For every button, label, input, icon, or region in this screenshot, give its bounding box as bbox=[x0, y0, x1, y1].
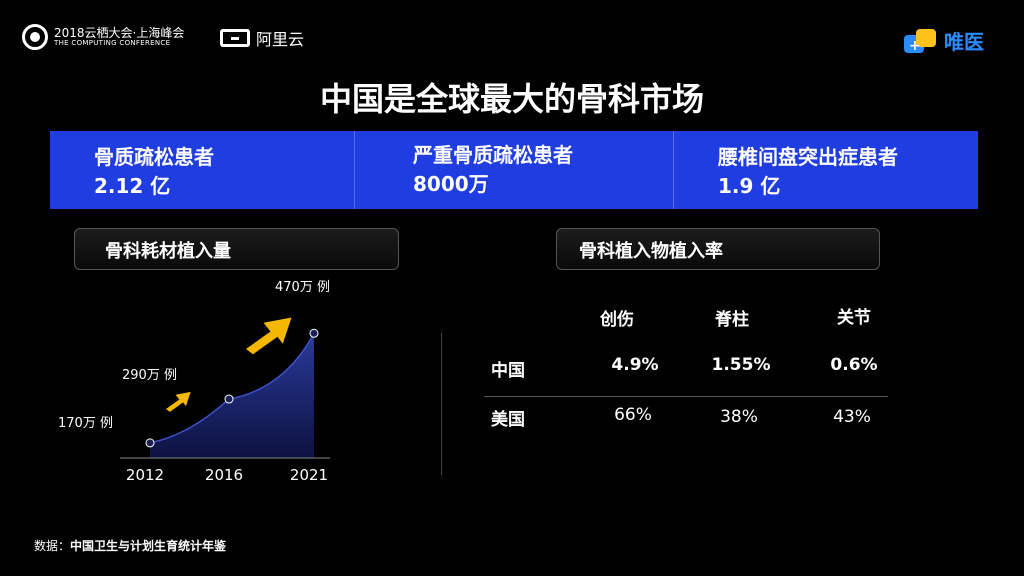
x-tick-label: 2021 bbox=[290, 466, 328, 484]
aliyun-logo-icon bbox=[220, 29, 250, 47]
data-point bbox=[224, 394, 234, 404]
row-header: 中国 bbox=[491, 361, 525, 381]
x-tick-label: 2012 bbox=[126, 466, 164, 484]
table-cell: 38% bbox=[720, 407, 758, 427]
implant-volume-chart: 2012 2016 2021 170万 例 290万 例 470万 例 bbox=[58, 280, 330, 484]
conference-logo: 2018云栖大会·上海峰会 THE COMPUTING CONFERENCE bbox=[22, 24, 184, 50]
weiyi-logo-text: 唯医 bbox=[944, 30, 984, 54]
table-cell: 1.55% bbox=[711, 355, 771, 375]
left-section-header: 骨科耗材植入量 bbox=[74, 228, 399, 270]
data-point bbox=[309, 328, 319, 338]
page-title: 中国是全球最大的骨科市场 bbox=[319, 80, 704, 118]
stat-value: 8000万 bbox=[413, 172, 489, 196]
column-header: 创伤 bbox=[600, 310, 634, 330]
data-label: 290万 例 bbox=[122, 368, 177, 383]
data-source-prefix: 数据： bbox=[34, 539, 71, 553]
column-header: 关节 bbox=[837, 308, 871, 328]
conference-subtitle: THE COMPUTING CONFERENCE bbox=[54, 38, 171, 47]
stats-band: 骨质疏松患者 2.12 亿 严重骨质疏松患者 8000万 腰椎间盘突出症患者 1… bbox=[50, 131, 978, 209]
stat-label: 腰椎间盘突出症患者 bbox=[718, 145, 898, 169]
table-cell: 43% bbox=[833, 407, 871, 427]
right-section-header: 骨科植入物植入率 bbox=[556, 228, 880, 270]
chart-area bbox=[150, 333, 314, 458]
row-header: 美国 bbox=[491, 410, 525, 430]
stat-disc-herniation: 腰椎间盘突出症患者 1.9 亿 bbox=[674, 131, 978, 209]
data-point bbox=[145, 438, 155, 448]
table-cell: 4.9% bbox=[611, 355, 659, 375]
table-cell: 0.6% bbox=[830, 355, 878, 375]
data-label: 170万 例 bbox=[58, 416, 113, 431]
stat-label: 严重骨质疏松患者 bbox=[413, 143, 573, 167]
trend-arrow-small bbox=[166, 391, 191, 412]
weiyi-logo-icon: + bbox=[904, 27, 938, 55]
conference-title: 2018云栖大会·上海峰会 bbox=[54, 25, 185, 40]
data-label: 470万 例 bbox=[275, 280, 330, 295]
table-cell: 66% bbox=[614, 405, 652, 425]
column-header: 脊柱 bbox=[715, 310, 749, 330]
stat-value: 1.9 亿 bbox=[718, 174, 781, 198]
stat-severe-osteoporosis: 严重骨质疏松患者 8000万 bbox=[355, 131, 674, 209]
x-tick-label: 2016 bbox=[205, 466, 243, 484]
weiyi-logo: + 唯医 bbox=[904, 26, 984, 55]
stat-value: 2.12 亿 bbox=[94, 174, 171, 198]
stat-label: 骨质疏松患者 bbox=[94, 145, 214, 169]
aliyun-logo-text: 阿里云 bbox=[256, 30, 305, 49]
data-source: 数据：中国卫生与计划生育统计年鉴 bbox=[34, 537, 226, 554]
data-source-text: 中国卫生与计划生育统计年鉴 bbox=[70, 539, 227, 553]
conference-logo-icon bbox=[22, 24, 48, 50]
table-divider-horizontal bbox=[484, 396, 888, 397]
trend-arrow-large bbox=[246, 317, 292, 355]
table-divider-vertical bbox=[441, 333, 442, 475]
aliyun-logo: 阿里云 bbox=[220, 26, 304, 50]
stat-osteoporosis: 骨质疏松患者 2.12 亿 bbox=[50, 131, 355, 209]
